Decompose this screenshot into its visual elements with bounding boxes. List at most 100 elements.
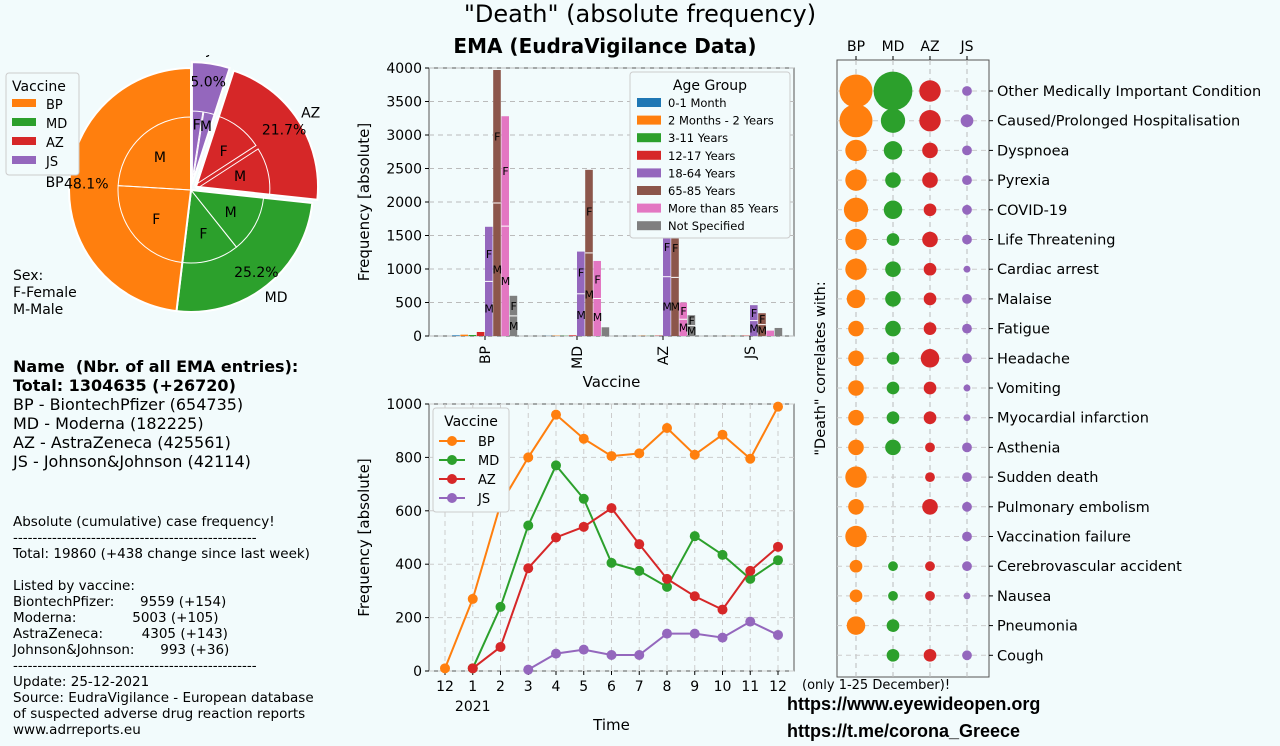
- row-label: Fatigue: [997, 322, 1050, 338]
- bar-sex-label: F: [751, 307, 757, 320]
- data-point: [551, 532, 561, 543]
- legend-swatch: [12, 137, 36, 145]
- legend-box: [432, 407, 510, 513]
- stats-line: [13, 562, 314, 578]
- website-link[interactable]: https://www.eyewideopen.org: [787, 694, 1041, 714]
- legend-marker: [447, 455, 457, 465]
- pie-sex-label: M: [200, 119, 212, 135]
- chart-subtitle: EMA (EudraVigilance Data): [453, 34, 757, 58]
- bubble: [962, 145, 972, 156]
- y-tick-label: 2500: [386, 162, 422, 178]
- bubble: [923, 292, 937, 306]
- row-label: Caused/Prolonged Hospitalisation: [997, 114, 1240, 130]
- legend-label: AZ: [46, 136, 64, 151]
- data-point: [662, 573, 672, 584]
- bubble: [922, 172, 938, 188]
- x-tick-label: 8: [663, 679, 672, 695]
- stats-line: Update: 25-12-2021: [13, 674, 150, 690]
- x-tick-label: 10: [714, 679, 732, 695]
- bubble: [849, 559, 863, 573]
- legend-label: 18-64 Years: [668, 166, 735, 180]
- legend-swatch: [637, 221, 661, 231]
- bubble: [923, 381, 937, 395]
- data-point: [523, 520, 534, 531]
- data-point: [606, 451, 617, 462]
- x-tick-label: 5: [579, 679, 588, 695]
- pie-slice-md: [175, 188, 314, 313]
- y-tick-label: 200: [395, 611, 422, 627]
- legend-swatch: [637, 186, 661, 195]
- stats-block: Absolute (cumulative) case frequency! ---…: [13, 514, 314, 738]
- bubble: [848, 320, 864, 337]
- y-tick-label: 1000: [386, 398, 422, 413]
- bubble: [963, 265, 971, 273]
- row-label: COVID-19: [997, 203, 1067, 219]
- data-point: [717, 429, 728, 440]
- data-point: [662, 423, 672, 434]
- y-axis-label: Frequency [absolute]: [355, 458, 373, 616]
- bubble: [886, 381, 900, 395]
- bubble: [885, 439, 901, 456]
- bubble: [923, 322, 937, 335]
- sex-note-line: M-Male: [13, 302, 64, 318]
- bubble: [962, 561, 972, 572]
- bar: [774, 327, 783, 336]
- info-heading: Name (Nbr. of all EMA entries):: [13, 357, 299, 376]
- row-label: Sudden death: [997, 470, 1098, 486]
- data-point: [606, 557, 617, 568]
- data-point: [773, 555, 783, 566]
- bar: [766, 330, 774, 336]
- bubble: [848, 409, 864, 426]
- bar-sex-label: F: [502, 165, 508, 178]
- x-axis-label: Time: [592, 716, 630, 734]
- row-label: Asthenia: [997, 440, 1060, 456]
- data-point: [662, 628, 672, 639]
- bar: [476, 331, 485, 336]
- info-line: AZ - AstraZeneca (425561): [13, 433, 231, 452]
- column-label: AZ: [920, 39, 939, 55]
- pie-percent-label: 48.1%: [64, 177, 108, 193]
- stats-line: ----------------------------------------…: [13, 530, 257, 546]
- bar-sex-label: M: [484, 303, 494, 316]
- bubble: [848, 380, 864, 396]
- stats-line: Source: EudraVigilance - European databa…: [13, 690, 314, 706]
- legend-label: AZ: [478, 473, 496, 488]
- data-point: [551, 409, 561, 420]
- bar-legend: Age Group 0-1 Month 2 Months - 2 Years 3-11…: [629, 71, 791, 239]
- y-tick-label: 3500: [386, 95, 422, 111]
- row-label: Nausea: [997, 589, 1051, 605]
- pie-inner-wedge: [195, 148, 271, 197]
- bubble: [922, 231, 938, 248]
- bubble: [925, 472, 935, 482]
- y-tick-label: 1500: [386, 229, 422, 245]
- legend-swatch: [12, 156, 36, 164]
- bubble: [880, 108, 906, 133]
- telegram-link[interactable]: https://t.me/corona_Greece: [787, 721, 1021, 741]
- bubble: [886, 233, 900, 246]
- bubble: [962, 204, 972, 215]
- legend-marker: [447, 436, 457, 446]
- pie-sex-label: M: [225, 205, 237, 221]
- bubble: [883, 141, 903, 160]
- y-tick-label: 4000: [386, 61, 422, 77]
- pie-legend: Vaccine BP MD AZ JS: [5, 72, 80, 176]
- legend-title: Vaccine: [12, 79, 66, 95]
- legend-marker: [447, 474, 457, 484]
- pie-inner-wedge: [193, 115, 257, 187]
- row-label: Headache: [997, 351, 1070, 367]
- date-note: (only 1-25 December)!: [802, 678, 951, 693]
- data-point: [717, 632, 728, 643]
- legend-label: JS: [477, 492, 490, 507]
- data-point: [717, 549, 728, 560]
- bar: [460, 334, 468, 336]
- bubble: [925, 442, 935, 453]
- bubble: [962, 650, 972, 661]
- legend-swatch: [637, 133, 661, 143]
- data-point: [578, 521, 589, 532]
- bubble: [873, 71, 913, 111]
- bar: [568, 335, 577, 336]
- bubble: [888, 591, 898, 601]
- data-point: [440, 663, 450, 674]
- data-point: [578, 644, 589, 655]
- bubble: [923, 203, 937, 217]
